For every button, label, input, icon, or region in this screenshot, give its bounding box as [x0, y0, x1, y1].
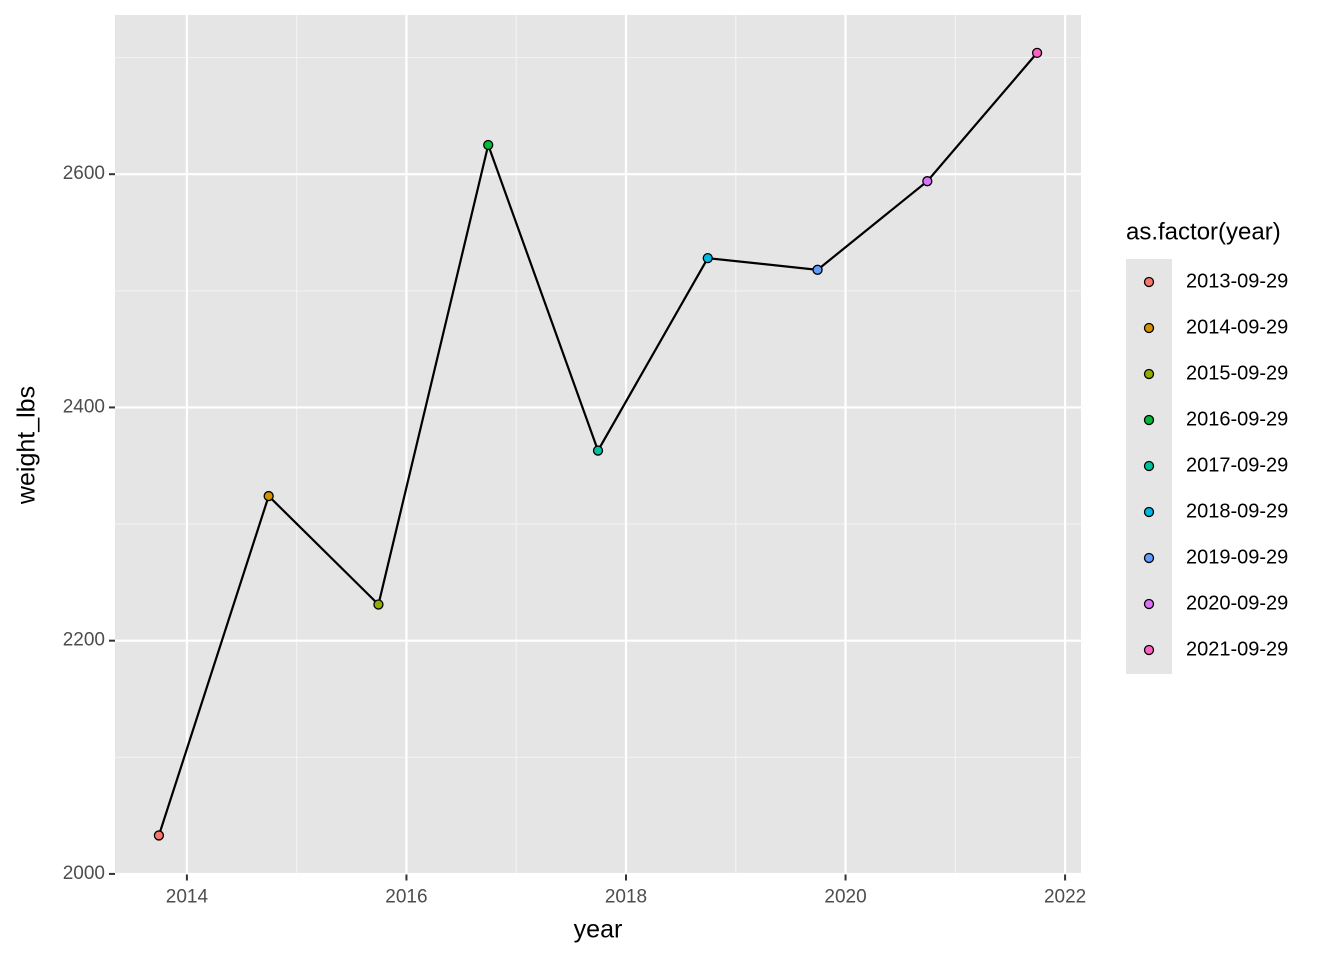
y-axis-title: weight_lbs	[13, 386, 41, 505]
legend-key	[1143, 598, 1155, 610]
legend-key	[1143, 506, 1155, 518]
x-tick-label: 2016	[385, 887, 427, 908]
legend-key	[1143, 414, 1155, 426]
point	[153, 830, 165, 841]
point	[1031, 47, 1043, 59]
point	[373, 599, 384, 610]
point	[592, 445, 604, 456]
x-tick-label: 2020	[824, 887, 866, 908]
legend-key	[1143, 276, 1155, 288]
legend-label: 2013-09-29	[1186, 270, 1288, 292]
legend-key	[1143, 322, 1155, 334]
legend-key	[1143, 552, 1155, 564]
legend-key	[1143, 368, 1155, 380]
legend-label: 2014-09-29	[1186, 316, 1288, 338]
legend-key	[1143, 644, 1155, 656]
legend-label: 2019-09-29	[1186, 546, 1288, 568]
y-tick-label: 2200	[63, 630, 105, 651]
point	[702, 253, 713, 264]
point	[922, 176, 933, 187]
x-tick-label: 2014	[166, 887, 209, 908]
legend-key	[1143, 460, 1155, 472]
y-tick-label: 2600	[63, 163, 105, 184]
x-axis-title: year	[574, 916, 623, 944]
legend-label: 2016-09-29	[1186, 408, 1288, 430]
legend-label: 2018-09-29	[1186, 500, 1288, 522]
point	[483, 139, 494, 151]
x-tick-label: 2022	[1044, 887, 1086, 908]
point	[263, 490, 274, 502]
legend-label: 2021-09-29	[1186, 638, 1288, 660]
y-tick-label: 2400	[63, 396, 105, 417]
legend-label: 2020-09-29	[1186, 592, 1288, 614]
y-tick-label: 2000	[63, 863, 105, 884]
legend-label: 2017-09-29	[1186, 454, 1288, 476]
legend-label: 2015-09-29	[1186, 362, 1288, 384]
x-tick-label: 2018	[605, 887, 647, 908]
panel-background	[115, 15, 1081, 875]
point	[812, 264, 823, 275]
legend-title: as.factor(year)	[1126, 218, 1281, 245]
